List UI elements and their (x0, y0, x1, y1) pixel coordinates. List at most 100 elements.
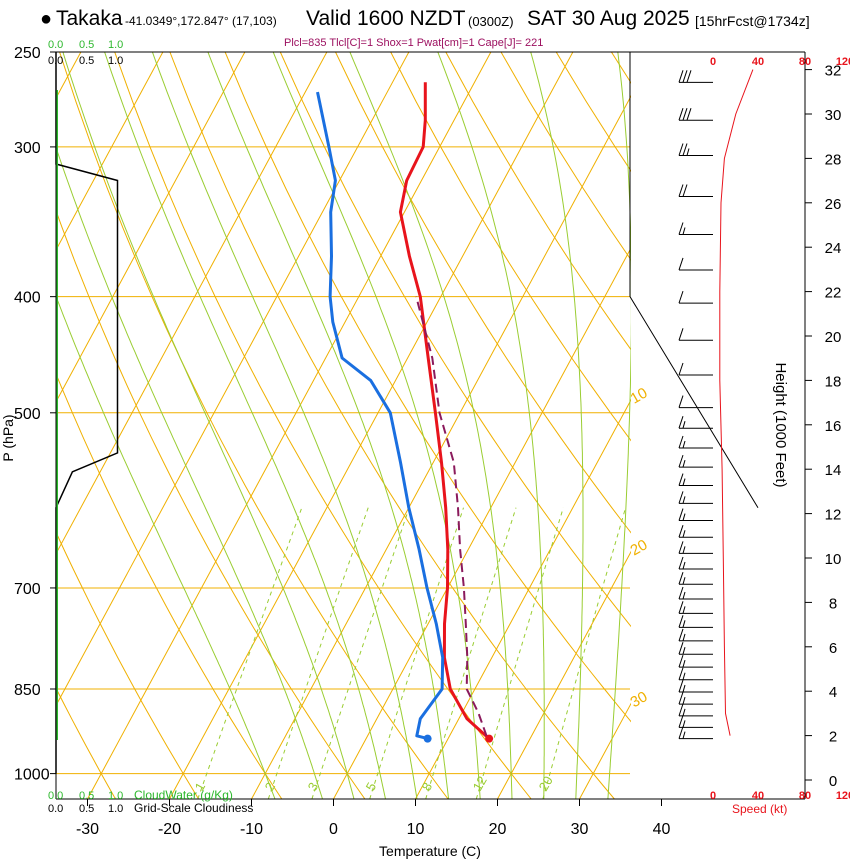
wind-barb-flag (678, 691, 684, 705)
wind-barb-flag (678, 572, 684, 585)
wind-barb-flag (686, 70, 692, 83)
wind-barb-half-flag (682, 440, 686, 449)
wind-barb-flag (678, 491, 684, 504)
x-tick-label: 40 (653, 821, 671, 838)
mixing-ratio-label: 12 (470, 773, 490, 793)
temperature-line (398, 82, 491, 740)
wind-barb-half-flag (682, 620, 686, 628)
dry-adiabat (56, 209, 366, 799)
cloud-bottom-tick: 0.0 (48, 803, 63, 815)
wind-barb (678, 715, 713, 728)
station-coords: -41.0349°,172.847° (17,103) (125, 14, 277, 28)
wind-barb (678, 395, 713, 409)
speed-bottom-tick: 0 (710, 790, 716, 802)
wind-barb-half-flag (682, 546, 686, 554)
valid-date: SAT 30 Aug 2025 (527, 7, 690, 30)
mixing-ratio-line (542, 507, 627, 799)
speed-bottom-tick: 120 (836, 790, 850, 802)
wind-barb-half-flag (682, 459, 686, 468)
wind-barb-flag (678, 362, 684, 376)
moist-adiabat (437, 52, 545, 799)
wind-barb-flag (678, 473, 684, 486)
wind-barb-flag (678, 222, 684, 235)
cloudwater-bottom-tick: 0.5 (79, 790, 94, 802)
header-bullet: ● (40, 8, 53, 30)
dry-adiabat (335, 52, 631, 534)
speed-top-tick: 0 (710, 56, 716, 68)
wind-barb (678, 726, 713, 740)
wind-barb-flag (678, 70, 684, 83)
wind-barb (678, 541, 713, 554)
isotherm-line (56, 52, 410, 707)
wind-barb-flag (682, 143, 688, 156)
isotherm-line (56, 52, 246, 403)
wind-barb-flag (678, 184, 684, 197)
cloudwater-bottom-tick: 0.0 (48, 790, 63, 802)
wind-barb-flag (682, 184, 688, 197)
wind-barb-half-flag (682, 421, 686, 429)
speed-label: Speed (kt) (732, 802, 787, 816)
dry-adiabat (555, 52, 631, 172)
height-tick-label: 4 (829, 684, 837, 701)
wind-barb-flag (678, 642, 684, 655)
wind-barb-half-flag (682, 478, 686, 486)
height-axis-title: Height (1000 Feet) (772, 362, 789, 487)
isotherm-label: 20 (628, 536, 651, 559)
mixing-ratio-line (311, 507, 410, 799)
wind-barb (678, 615, 713, 628)
wind-barb-flag (678, 586, 684, 600)
wind-barb-half-flag (682, 577, 686, 585)
wind-barb-half-flag (682, 659, 686, 668)
isotherm-label: 30 (628, 688, 651, 711)
dewpoint-line (316, 91, 445, 741)
wind-panel (629, 52, 759, 740)
wind-barb (678, 491, 713, 504)
mixing-ratio-label: 5 (363, 780, 380, 794)
cloud-top-tick: 0.5 (79, 55, 94, 67)
wind-barb-flag (678, 525, 684, 538)
mixing-ratio-label: 2 (262, 780, 279, 794)
wind-barb-flag (678, 715, 684, 728)
wind-barb (678, 70, 713, 83)
height-tick-label: 6 (829, 640, 837, 657)
cloudwater-bottom-tick: 1.0 (108, 790, 123, 802)
wind-barb (678, 667, 713, 681)
moist-adiabat (104, 52, 386, 799)
mixing-ratio-line (369, 507, 464, 799)
wind-barb-flag (678, 257, 684, 271)
sounding-profiles (316, 82, 494, 743)
cloud-bottom-tick: 0.5 (79, 803, 94, 815)
mixing-ratio-line (475, 507, 564, 799)
height-tick-label: 22 (825, 285, 842, 302)
dry-adiabat (445, 52, 631, 351)
cloudwater-top-tick: 1.0 (108, 39, 123, 51)
wind-barb (678, 416, 713, 429)
isotherm-line (56, 52, 328, 555)
wind-barb (678, 525, 713, 538)
wind-barb (678, 572, 713, 585)
wind-barb-flag (678, 508, 684, 521)
isotherm-line (87, 52, 492, 799)
speed-top-tick: 40 (752, 56, 764, 68)
x-tick-label: -10 (240, 821, 263, 838)
wind-barb-flag (678, 556, 684, 570)
dry-adiabat (667, 52, 850, 799)
wind-barb (678, 454, 713, 468)
wind-barb-flag (686, 108, 692, 121)
isotherm-line (497, 550, 631, 799)
wind-barb-half-flag (686, 148, 690, 156)
dry-adiabat (610, 52, 631, 84)
x-tick-label: -20 (158, 821, 181, 838)
wind-barb (678, 628, 713, 642)
isotherm-line (333, 247, 631, 799)
wind-barb-half-flag (682, 708, 686, 716)
cloud-top-tick: 1.0 (108, 55, 123, 67)
height-tick-label: 0 (829, 773, 837, 790)
mixing-ratio-label: 20 (536, 773, 556, 793)
wind-barb (678, 679, 713, 693)
dry-adiabat (59, 52, 449, 799)
wind-barb-flag (678, 395, 684, 408)
wind-barb-flag (678, 328, 684, 341)
wind-barb (678, 508, 713, 522)
height-tick-label: 26 (825, 196, 842, 213)
